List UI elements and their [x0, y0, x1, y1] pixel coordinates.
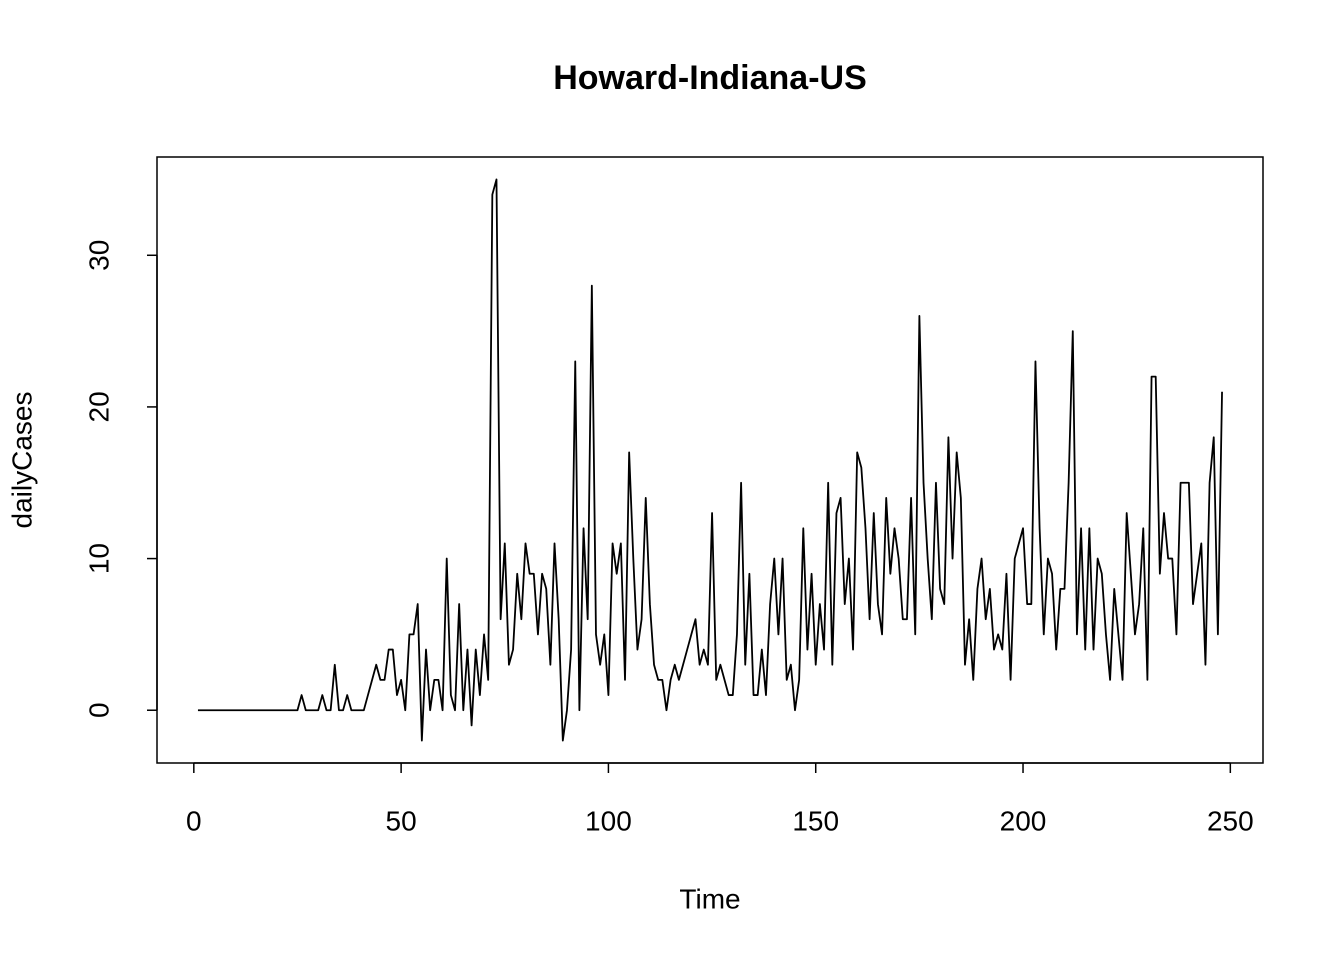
- plot-box: [156, 156, 1264, 764]
- x-tick-label: 150: [792, 805, 839, 836]
- x-axis-label: Time: [679, 883, 740, 914]
- chart-title: Howard-Indiana-US: [553, 59, 867, 97]
- x-tick-label: 100: [585, 805, 632, 836]
- data-line: [197, 178, 1223, 742]
- y-tick-label: 20: [83, 391, 114, 422]
- y-tick-label: 30: [83, 240, 114, 271]
- y-tick-label: 10: [83, 543, 114, 574]
- x-tick-label: 50: [386, 805, 417, 836]
- y-axis-label: dailyCases: [6, 392, 37, 529]
- x-tick-label: 0: [186, 805, 202, 836]
- x-tick-label: 200: [1000, 805, 1047, 836]
- x-tick-label: 250: [1207, 805, 1254, 836]
- y-tick-label: 0: [83, 702, 114, 718]
